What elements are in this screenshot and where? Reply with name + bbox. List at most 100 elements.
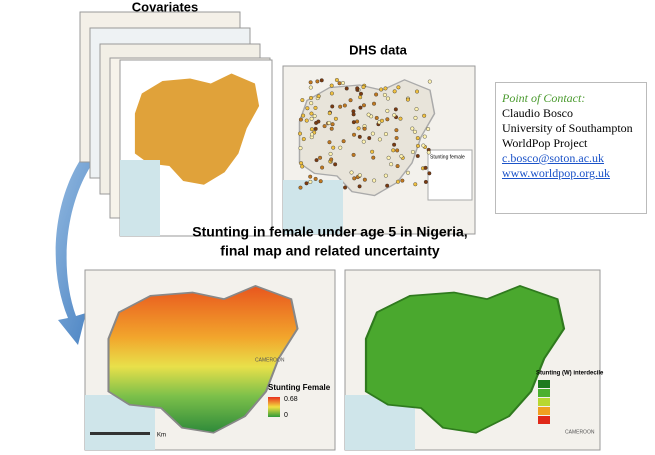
covariate-stack (79, 11, 273, 237)
dhs-point (319, 78, 324, 83)
dhs-point (334, 78, 339, 83)
dhs-point (315, 79, 320, 84)
dhs-point (412, 129, 417, 134)
dhs-point (414, 107, 419, 112)
dhs-point (379, 87, 384, 92)
dhs-point (344, 86, 349, 91)
dhs-point (358, 91, 363, 96)
dhs-point (329, 157, 334, 162)
dhs-point (389, 162, 394, 167)
dhs-point (421, 143, 426, 148)
dhs-point (351, 120, 356, 125)
dhs-point (370, 149, 375, 154)
dhs-point (413, 182, 418, 187)
dhs-point (357, 134, 362, 139)
dhs-point (426, 127, 431, 132)
dhs-point (410, 149, 415, 154)
dhs-point (396, 85, 401, 90)
dhs-point (308, 85, 313, 90)
dhs-point (327, 140, 332, 145)
dhs-point (342, 103, 347, 108)
dhs-point (355, 119, 360, 124)
dhs-point (309, 127, 314, 132)
dhs-point (391, 148, 396, 153)
dhs-point (415, 143, 420, 148)
dhs-point (405, 170, 410, 175)
dhs-point (309, 116, 314, 121)
dhs-point (320, 165, 325, 170)
dhs-point (327, 111, 332, 116)
dhs-point (361, 139, 366, 144)
dhs-point (374, 115, 379, 120)
dhs-point (352, 176, 357, 181)
final-legend-title: Stunting Female (268, 383, 331, 392)
dhs-point (300, 164, 305, 169)
dhs-point (386, 155, 391, 160)
dhs-point (337, 81, 342, 86)
dhs-point (313, 126, 318, 131)
dhs-point (340, 81, 345, 86)
dhs-point (415, 136, 420, 141)
dhs-point (423, 179, 428, 184)
neighbor-label: CAMEROON (255, 357, 285, 363)
contact-name: Claudio Bosco (502, 106, 573, 120)
final-map (84, 269, 336, 451)
dhs-point (304, 181, 309, 186)
dhs-point (361, 85, 366, 90)
dhs-point (379, 118, 384, 123)
contact-project: WorldPop Project (502, 136, 588, 150)
dhs-point (351, 152, 356, 157)
contact-email[interactable]: c.bosco@soton.ac.uk (502, 151, 605, 165)
dhs-point (333, 162, 338, 167)
dhs-point (330, 104, 335, 109)
dhs-point (298, 131, 303, 136)
dhs-point (405, 97, 410, 102)
dhs-point (422, 113, 427, 118)
dhs-point (301, 137, 306, 142)
dhs-point (370, 131, 375, 136)
contact-heading: Point of Contact: (502, 91, 586, 105)
dhs-map (282, 65, 476, 235)
dhs-point (392, 142, 397, 147)
dhs-point (422, 134, 427, 139)
dhs-point (367, 136, 372, 141)
dhs-point (415, 89, 420, 94)
dhs-point (358, 105, 363, 110)
dhs-point (371, 155, 376, 160)
dhs-point (392, 113, 397, 118)
dhs-point (331, 145, 336, 150)
dhs-point (318, 179, 323, 184)
dhs-point (299, 161, 304, 166)
dhs-point (313, 105, 318, 110)
dhs-point (395, 164, 400, 169)
dhs-point (316, 94, 321, 99)
dhs-point (392, 89, 397, 94)
scale-unit: Km (157, 433, 166, 439)
dhs-point (355, 86, 360, 91)
dhs-point (366, 112, 371, 117)
contact-box: Point of Contact: Claudio Bosco Universi… (495, 82, 647, 214)
dhs-point (362, 177, 367, 182)
dhs-point (385, 96, 390, 101)
dhs-point (426, 150, 431, 155)
dhs-point (396, 179, 401, 184)
dhs-point (298, 117, 303, 122)
dhs-point (362, 126, 367, 131)
dhs-point (305, 106, 310, 111)
dhs-point (348, 98, 353, 103)
dhs-point (377, 137, 382, 142)
dhs-point (298, 185, 303, 190)
dhs-point (330, 122, 335, 127)
dhs-point (372, 178, 377, 183)
dhs-legend-title: Stunting female (430, 154, 465, 160)
contact-website[interactable]: www.worldpop.org.uk (502, 166, 610, 180)
uncertainty-legend-title: Stunting (W) interdecile (536, 371, 604, 377)
dhs-point (309, 95, 314, 100)
dhs-point (310, 132, 315, 137)
dhs-point (357, 184, 362, 189)
dhs-point (427, 79, 432, 84)
dhs-point (327, 120, 332, 125)
dhs-point (351, 112, 356, 117)
